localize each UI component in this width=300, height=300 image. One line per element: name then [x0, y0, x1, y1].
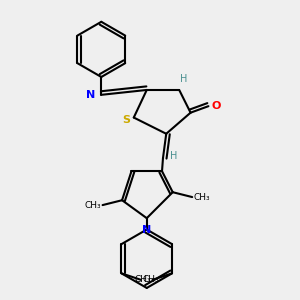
Text: O: O [212, 101, 221, 111]
Text: H: H [170, 152, 178, 161]
Text: CH₃: CH₃ [84, 201, 101, 210]
Text: S: S [122, 115, 130, 125]
Text: CH₃: CH₃ [194, 193, 210, 202]
Text: H: H [180, 74, 187, 84]
Text: CH₃: CH₃ [142, 275, 159, 284]
Text: CH₃: CH₃ [134, 275, 151, 284]
Text: N: N [86, 90, 95, 100]
Text: N: N [142, 225, 152, 235]
